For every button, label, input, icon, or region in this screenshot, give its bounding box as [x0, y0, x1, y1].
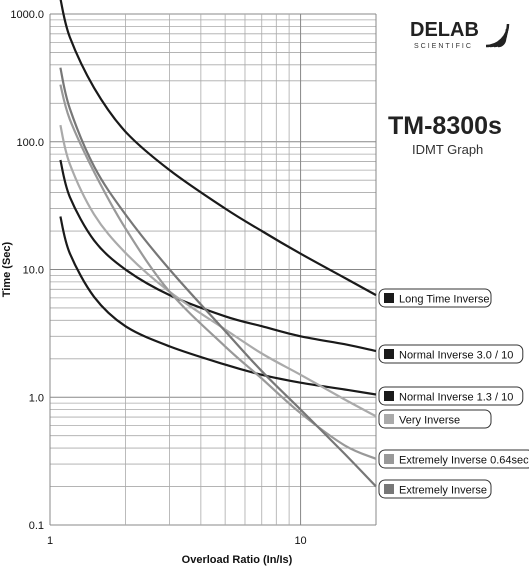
legend-label-6: Extremely Inverse [399, 485, 487, 497]
legend-label-2: Normal Inverse 3.0 / 10 [399, 350, 513, 362]
series-line-6 [59, 67, 377, 488]
legend-box-1 [378, 288, 492, 308]
legend-swatch-1 [384, 293, 394, 303]
y-tick-label: 100.0 [16, 137, 44, 149]
brand-subname: SCIENTIFIC [414, 43, 473, 50]
legend-label-5: Extremely Inverse 0.64sec [399, 455, 529, 467]
logo-arc-icon [485, 23, 510, 48]
legend-box-3 [378, 386, 524, 406]
x-axis-label: Overload Ratio (In/Is) [182, 554, 293, 566]
y-tick-label: 10.0 [23, 265, 44, 277]
x-tick-label: 10 [294, 535, 306, 547]
model-title: TM-8300s [388, 112, 502, 140]
series-line-3 [59, 216, 377, 396]
legend-swatch-3 [384, 391, 394, 401]
legend-label-3: Normal Inverse 1.3 / 10 [399, 392, 513, 404]
legend-swatch-5 [384, 454, 394, 464]
y-tick-label: 1000.0 [10, 9, 44, 21]
series-line-2 [59, 159, 377, 353]
legend-swatch-2 [384, 349, 394, 359]
y-tick-label: 0.1 [29, 520, 44, 532]
x-tick-label: 1 [47, 535, 53, 547]
legend-label-1: Long Time Inverse [399, 294, 490, 306]
brand-name: DELAB [410, 19, 479, 41]
series-line-1 [59, 0, 377, 297]
legend-box-6 [378, 479, 492, 499]
series-line-5 [59, 84, 377, 460]
legend-swatch-4 [384, 414, 394, 424]
legend-box-4 [378, 409, 492, 429]
legend-swatch-6 [384, 484, 394, 494]
y-axis-label: Time (Sec) [1, 241, 13, 297]
legend-label-4: Very Inverse [399, 415, 460, 427]
y-tick-label: 1.0 [29, 392, 44, 404]
series-line-4 [59, 124, 377, 418]
delab-logo: DELAB SCIENTIFIC [408, 12, 518, 52]
graph-subtitle: IDMT Graph [412, 142, 484, 157]
legend-box-5 [378, 449, 529, 469]
legend-box-2 [378, 344, 524, 364]
